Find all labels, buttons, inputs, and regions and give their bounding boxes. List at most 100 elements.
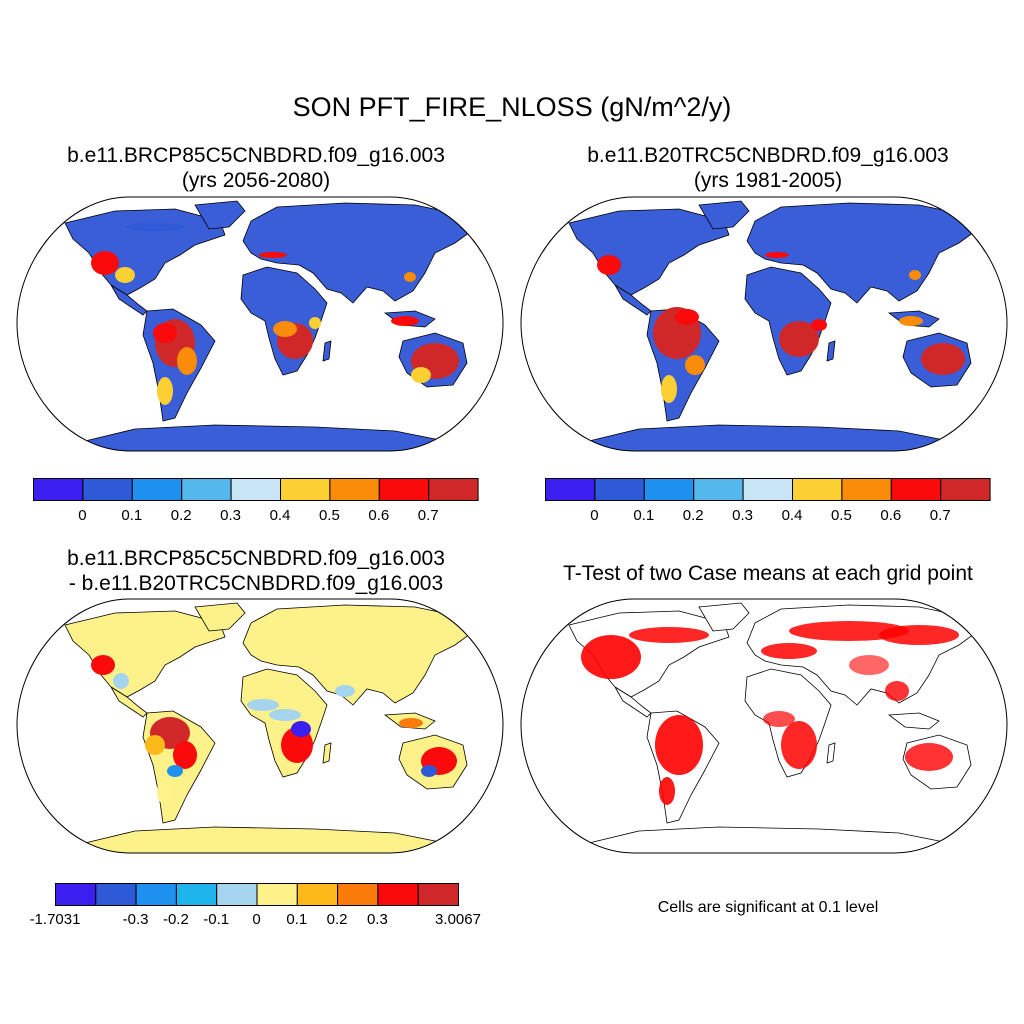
value-patch bbox=[421, 765, 437, 777]
colorbar-tick-label: 0.5 bbox=[318, 507, 340, 524]
colorbar-tick-label: 0.2 bbox=[326, 911, 348, 928]
value-patch bbox=[259, 252, 287, 258]
map-panel-4 bbox=[520, 598, 1008, 854]
value-patch bbox=[404, 272, 416, 282]
value-patch bbox=[247, 699, 279, 711]
value-patch bbox=[879, 625, 959, 645]
colorbar-tick-label: 0.2 bbox=[170, 507, 192, 524]
value-patch bbox=[761, 643, 817, 659]
colorbar-tick-label: 0.7 bbox=[929, 507, 951, 524]
value-patch bbox=[115, 267, 135, 283]
value-patch bbox=[789, 621, 909, 641]
colorbar-box bbox=[33, 478, 84, 501]
colorbar-box bbox=[230, 478, 282, 501]
colorbar-box bbox=[296, 883, 339, 906]
panel1-title: b.e11.BRCP85C5CNBDRD.f09_g16.003 (yrs 20… bbox=[0, 143, 512, 193]
value-patch bbox=[659, 777, 675, 805]
value-patch bbox=[309, 317, 321, 329]
land-greenland bbox=[698, 200, 750, 230]
colorbar-tick-label: -0.1 bbox=[203, 911, 230, 928]
colorbar-2-labels: 0 0.1 0.2 0.3 0.4 0.5 0.6 0.7 bbox=[545, 507, 991, 527]
land-antarctica bbox=[84, 826, 446, 853]
colorbar-box bbox=[417, 883, 459, 906]
value-patch bbox=[153, 323, 177, 343]
value-patch bbox=[411, 367, 431, 383]
colorbar-box bbox=[545, 478, 596, 501]
value-patch bbox=[167, 765, 183, 777]
colorbar-tick-label: 0 bbox=[590, 507, 599, 524]
colorbar-tick-label: 0.1 bbox=[633, 507, 655, 524]
map-frame bbox=[520, 598, 1008, 854]
panel1-title-line2: (yrs 2056-2080) bbox=[181, 169, 331, 192]
colorbar-box bbox=[135, 883, 177, 906]
value-patch bbox=[157, 377, 173, 405]
colorbar-box bbox=[890, 478, 942, 501]
panel4-title: T-Test of two Case means at each grid po… bbox=[563, 562, 973, 585]
colorbar-box bbox=[792, 478, 843, 501]
land-madagascar bbox=[322, 742, 332, 764]
value-patch bbox=[91, 655, 115, 675]
value-patch bbox=[581, 635, 641, 679]
colorbar-tick-label: 3.0067 bbox=[435, 911, 481, 928]
value-patch bbox=[675, 309, 699, 325]
colorbar-box bbox=[55, 883, 97, 906]
value-patch bbox=[655, 715, 703, 775]
land-central-america bbox=[614, 284, 652, 316]
land-madagascar bbox=[826, 340, 836, 362]
value-patch bbox=[125, 223, 185, 231]
colorbar-box bbox=[175, 883, 218, 906]
value-patch bbox=[661, 375, 677, 403]
land-antarctica bbox=[588, 424, 950, 451]
colorbar-tick-label: 0.3 bbox=[220, 507, 242, 524]
value-patch bbox=[899, 316, 923, 326]
land-central-america bbox=[110, 284, 148, 316]
value-patch bbox=[885, 681, 909, 701]
land-central-america bbox=[110, 686, 148, 718]
value-patch bbox=[779, 321, 819, 357]
value-patch bbox=[291, 721, 311, 737]
value-patch bbox=[921, 343, 965, 375]
value-patch bbox=[335, 685, 355, 697]
colorbar-box bbox=[280, 478, 331, 501]
colorbar-box bbox=[181, 478, 232, 501]
colorbar-box bbox=[693, 478, 744, 501]
panel1-title-line1: b.e11.BRCP85C5CNBDRD.f09_g16.003 bbox=[67, 144, 445, 167]
value-patch bbox=[597, 255, 621, 275]
value-patch bbox=[391, 316, 419, 326]
land-eurasia bbox=[242, 604, 478, 706]
colorbar-box bbox=[428, 478, 479, 501]
land-central-america bbox=[614, 686, 652, 718]
colorbar-tick-label: -1.7031 bbox=[29, 911, 81, 928]
map-panel-3 bbox=[16, 598, 504, 854]
value-patch bbox=[763, 711, 795, 727]
colorbar-2 bbox=[545, 478, 991, 501]
value-patch bbox=[91, 251, 119, 275]
panel2-title-line1: b.e11.B20TRC5CNBDRD.f09_g16.003 bbox=[587, 144, 949, 167]
colorbar-box bbox=[378, 478, 430, 501]
colorbar-box bbox=[337, 883, 379, 906]
panel3-title-line2: - b.e11.B20TRC5CNBDRD.f09_g16.003 bbox=[68, 572, 444, 595]
value-patch bbox=[173, 741, 197, 769]
value-patch bbox=[685, 355, 705, 375]
panel2-title: b.e11.B20TRC5CNBDRD.f09_g16.003 (yrs 198… bbox=[512, 143, 1024, 193]
colorbar-tick-label: 0 bbox=[78, 507, 87, 524]
colorbar-box bbox=[594, 478, 645, 501]
value-patch bbox=[273, 321, 297, 337]
colorbar-box bbox=[131, 478, 183, 501]
land-indonesia bbox=[887, 712, 940, 730]
value-patch bbox=[629, 627, 709, 643]
colorbar-box bbox=[742, 478, 794, 501]
colorbar-tick-label: 0.3 bbox=[732, 507, 754, 524]
colorbar-3 bbox=[55, 883, 459, 906]
colorbar-box bbox=[377, 883, 419, 906]
colorbar-box bbox=[256, 883, 298, 906]
land-greenland bbox=[194, 602, 246, 632]
land-madagascar bbox=[322, 340, 332, 362]
colorbar-box bbox=[643, 478, 695, 501]
land-madagascar bbox=[826, 742, 836, 764]
main-title: SON PFT_FIRE_NLOSS (gN/m^2/y) bbox=[292, 92, 732, 122]
colorbar-tick-label: -0.3 bbox=[122, 911, 149, 928]
colorbar-box bbox=[216, 883, 258, 906]
colorbar-3-labels: -1.7031 -0.3 -0.2 -0.1 0 0.1 0.2 0.3 3.0067 bbox=[30, 911, 481, 931]
value-patch bbox=[909, 270, 921, 280]
